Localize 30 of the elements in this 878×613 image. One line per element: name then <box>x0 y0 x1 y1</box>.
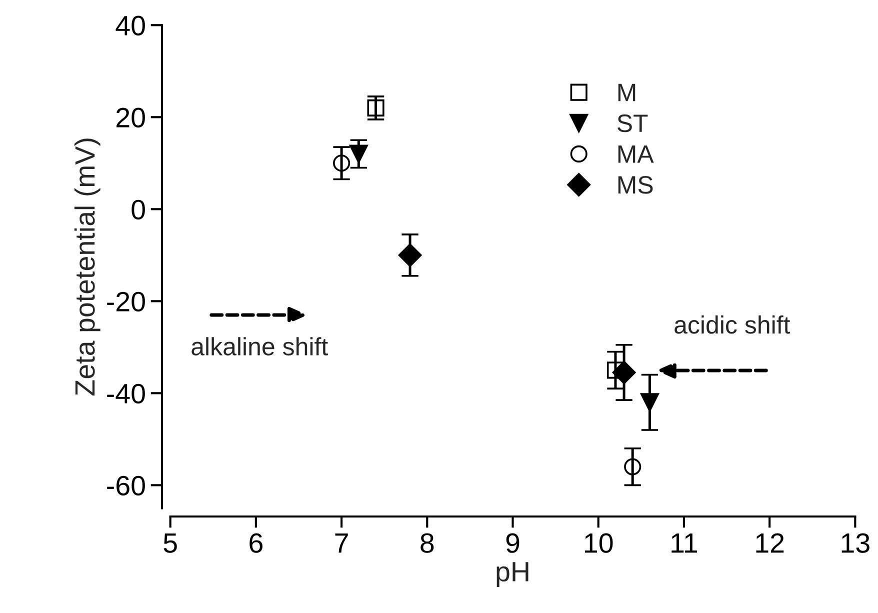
point <box>624 458 642 476</box>
x-tick-label: 7 <box>335 534 348 553</box>
x-tick-label: 8 <box>420 533 434 553</box>
legend-label: MS <box>618 176 653 194</box>
point <box>612 360 636 384</box>
point <box>398 243 422 267</box>
x-tick-label: 6 <box>250 533 262 553</box>
annotation: acidic shift <box>674 315 790 334</box>
point <box>349 144 368 164</box>
y-tick-label: -40 <box>107 384 145 404</box>
y-axis-title: Zeta potetential (mV) <box>74 138 100 396</box>
x-tick-label: 12 <box>756 533 784 553</box>
point <box>333 154 350 172</box>
y-tick-label: 40 <box>116 16 145 36</box>
point <box>367 99 384 116</box>
y-tick-label: -20 <box>107 292 145 312</box>
x-tick-label: 10 <box>585 533 613 553</box>
y-tick-label: 20 <box>116 108 145 128</box>
x-tick-label: 9 <box>506 533 520 553</box>
annotation: alkaline shift <box>192 337 328 356</box>
point <box>640 393 659 412</box>
x-tick-label: 13 <box>842 533 870 553</box>
legend-label: MA <box>618 146 654 163</box>
legend-label: M <box>618 84 636 102</box>
x-axis-title: pH <box>496 562 528 588</box>
legend-label: ST <box>617 114 648 132</box>
x-tick-label: 5 <box>164 534 177 553</box>
y-tick-label: 0 <box>132 200 145 220</box>
x-tick-label: 11 <box>672 534 698 553</box>
y-tick-label: -60 <box>107 476 145 496</box>
